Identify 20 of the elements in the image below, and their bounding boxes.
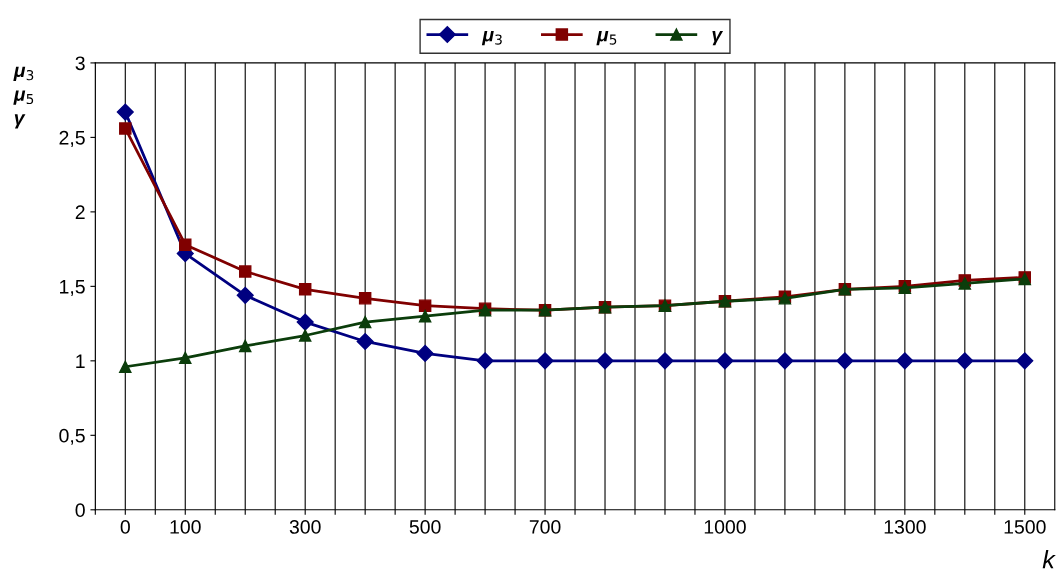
x-tick-label: 700 [529,520,561,534]
legend-label: μ$_{3}$ [481,31,502,46]
legend-label: μ$_{5}$ [596,31,617,46]
y-tick-label: 0,5 [59,428,85,445]
legend-label: γ [712,31,724,46]
y-tick-label: 3 [75,56,85,71]
x-tick-label: 0 [120,520,130,534]
y-tick-label: 2 [75,205,85,219]
x-tick-label: 1000 [704,520,746,534]
y-tick-label: 2,5 [59,130,85,147]
y-axis-title: μ$_{3}$ μ$_{5}$ γ [13,66,34,129]
x-tick-label: 1300 [884,520,926,534]
y-tick-label: 1,5 [60,280,85,296]
y-tick-label: 1 [76,354,85,368]
x-tick-label: 1500 [1004,520,1046,534]
x-tick-label: 100 [170,520,201,534]
x-tick-label: 300 [289,520,321,534]
y-tick-label: 0 [75,503,85,518]
x-tick-label: 500 [409,520,441,534]
x-axis-title: k [1042,550,1056,569]
